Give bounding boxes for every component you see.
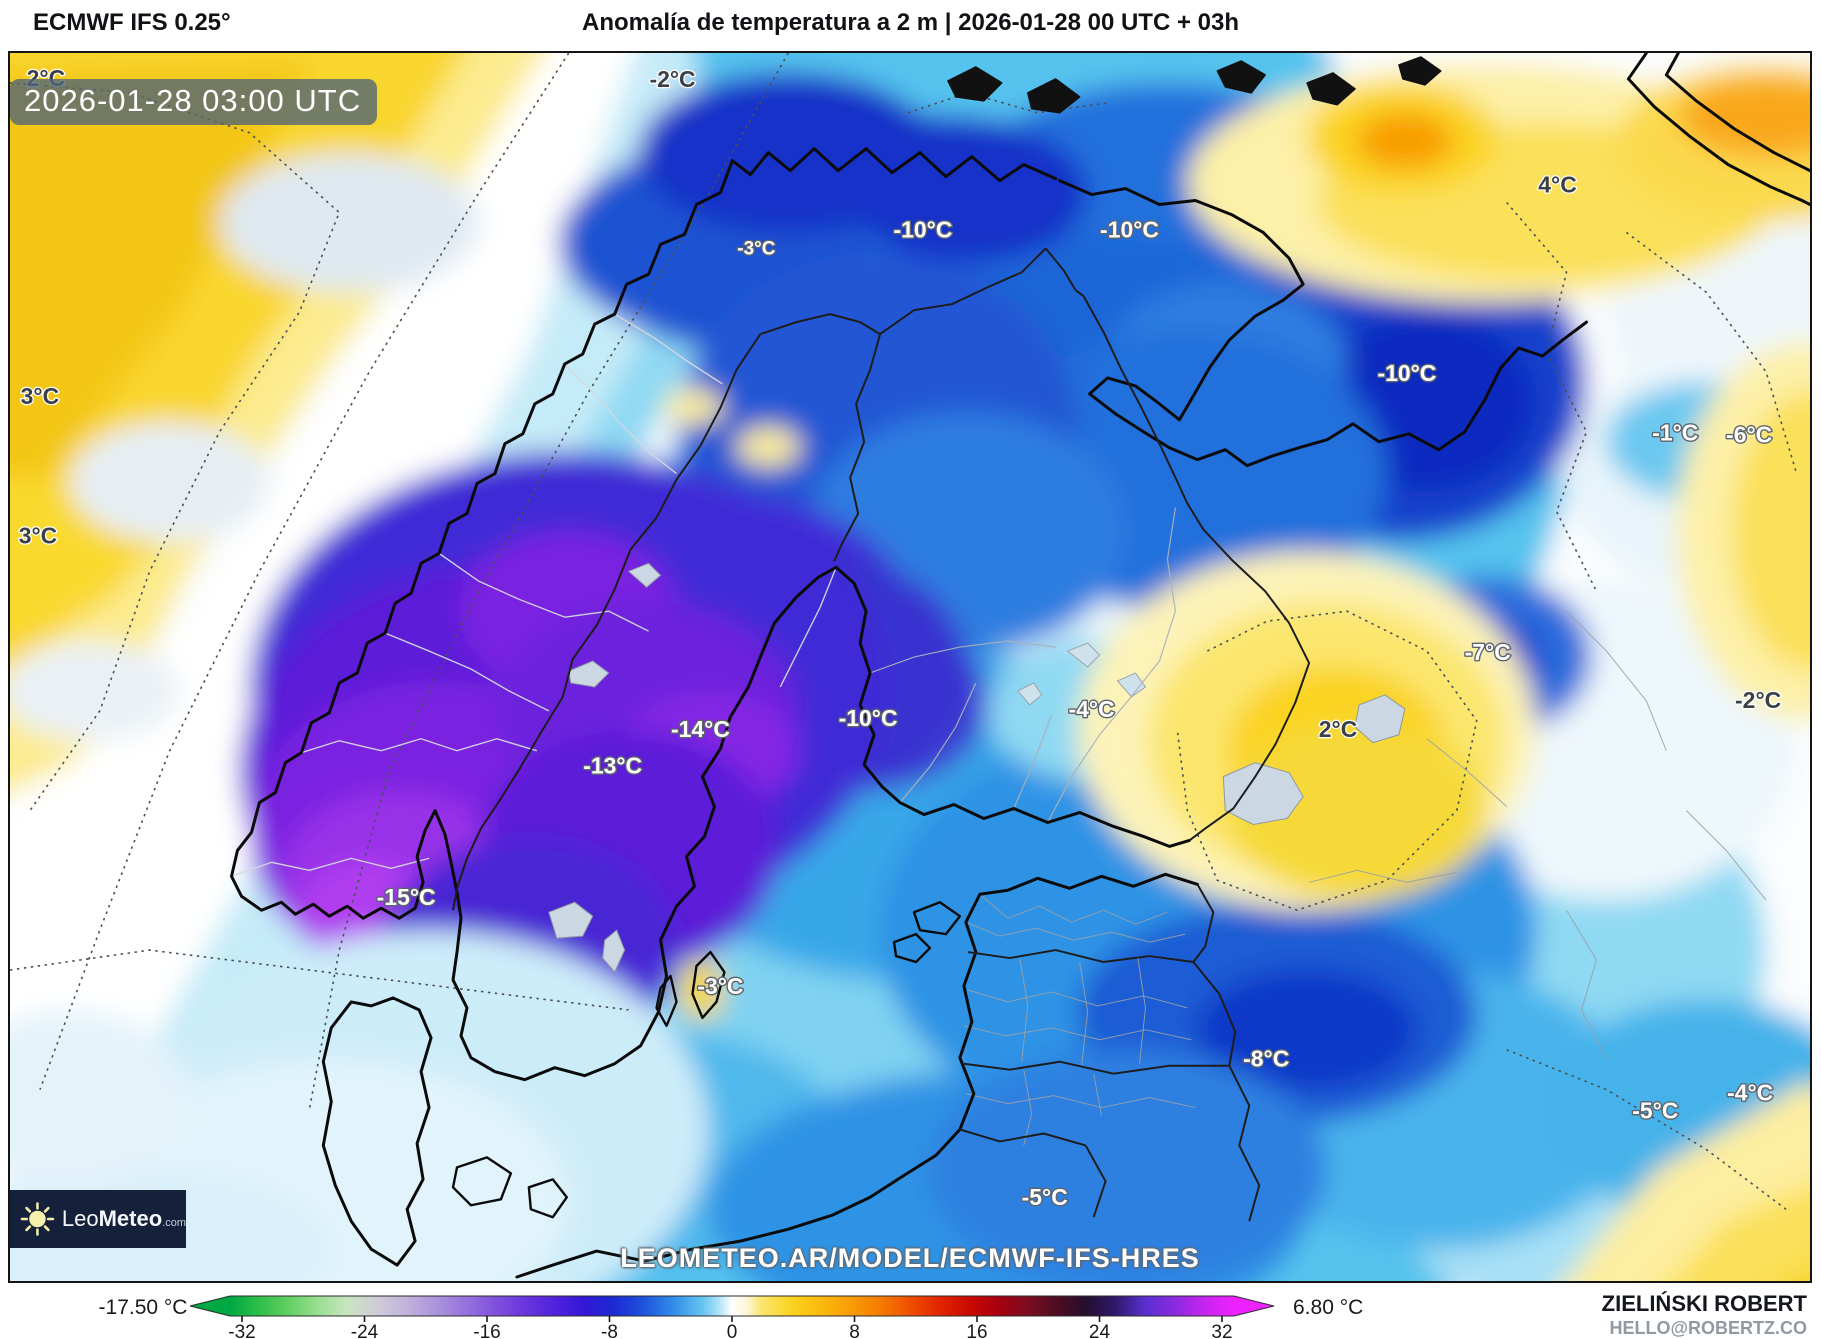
colorbar-max-label: 6.80 °C	[1293, 1296, 1363, 1319]
watermark: LEOMETEO.AR/MODEL/ECMWF-IFS-HRES	[620, 1243, 1200, 1273]
map-temp-label: -6°C	[1726, 422, 1772, 448]
colorbar-tick-label: -16	[473, 1322, 500, 1339]
author-name: ZIELIŃSKI ROBERT	[1601, 1291, 1807, 1316]
map-temp-label: -4°C	[1069, 696, 1115, 722]
anomaly-field	[10, 53, 1810, 1281]
map-temp-label: -3°C	[697, 973, 743, 999]
author-email: HELLO@ROBERTZ.CO	[1609, 1318, 1807, 1338]
map-temp-label: -8°C	[1243, 1046, 1289, 1072]
coastlines	[230, 53, 1810, 1279]
colorbar-tick-label: 8	[849, 1322, 860, 1339]
colorbar: -32 -24 -16 -8 0 8 16 24 32 -17.50 °C 6.80 °C	[99, 1295, 1363, 1339]
map-temp-label: -13°C	[583, 753, 642, 779]
map-temp-label: -2°C	[649, 66, 695, 92]
lakes	[548, 562, 1406, 973]
map-temp-label: 4°C	[1538, 172, 1576, 198]
colorbar-tick-label: 16	[966, 1322, 987, 1339]
map-temp-label: -4°C	[1727, 1080, 1773, 1106]
map-temp-label: -15°C	[377, 884, 436, 910]
map-temp-label: -10°C	[1100, 216, 1159, 242]
model-title: ECMWF IFS 0.25°	[33, 9, 231, 36]
map-temp-label: -2°C	[1735, 687, 1781, 713]
sun-icon	[20, 1202, 55, 1236]
colorbar-tick-label: -32	[228, 1322, 255, 1339]
map-temp-label: -14°C	[671, 716, 730, 742]
page-title: Anomalía de temperatura a 2 m | 2026-01-…	[582, 9, 1239, 36]
leometeo-logo: LeoMeteo.com	[10, 1190, 186, 1248]
colorbar-tick-label: 24	[1089, 1322, 1111, 1339]
colorbar-ticks: -32 -24 -16 -8 0 8 16 24 32	[228, 1316, 1233, 1339]
colorbar-tick-label: -24	[351, 1322, 379, 1339]
timestamp-badge: 2026-01-28 03:00 UTC	[10, 79, 378, 125]
map-temp-label: -5°C	[1022, 1184, 1068, 1210]
map-temp-label: -1°C	[1652, 420, 1698, 446]
admin-lines	[231, 313, 1767, 1146]
country-borders	[452, 247, 1311, 1222]
colorbar-tick-label: 32	[1211, 1322, 1232, 1339]
map-labels: 2°C -2°C -10°C -10°C -3°C 4°C 3°C -10°C -1°C -6°C…	[17, 64, 1782, 1212]
map-temp-label: -3°C	[737, 238, 775, 259]
colorbar-min-label: -17.50 °C	[99, 1296, 188, 1319]
colorbar-tick-label: 0	[727, 1322, 738, 1339]
map-canvas: 2°C -2°C -10°C -10°C -3°C 4°C 3°C -10°C -1°C -6°C…	[10, 53, 1810, 1281]
map-frame: 2°C -2°C -10°C -10°C -3°C 4°C 3°C -10°C -1°C -6°C…	[8, 51, 1812, 1283]
map-temp-label: -5°C	[1632, 1098, 1678, 1124]
map-temp-label: -10°C	[894, 216, 953, 242]
logo-text: LeoMeteo.com	[61, 1206, 186, 1231]
map-temp-label: 2°C	[1319, 716, 1357, 742]
map-temp-label: -10°C	[839, 705, 898, 731]
map-temp-label: -10°C	[1377, 360, 1436, 386]
colorbar-bar	[189, 1295, 1275, 1317]
map-temp-label: -7°C	[1465, 639, 1511, 665]
map-temp-label: 3°C	[21, 383, 59, 409]
map-temp-label: 3°C	[19, 522, 57, 548]
colorbar-tick-label: -8	[601, 1322, 618, 1339]
